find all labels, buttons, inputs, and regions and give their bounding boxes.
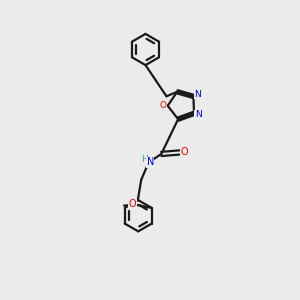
Text: N: N bbox=[195, 110, 202, 119]
Text: H: H bbox=[142, 155, 148, 164]
Text: N: N bbox=[194, 89, 201, 98]
Text: O: O bbox=[181, 147, 188, 158]
Text: N: N bbox=[146, 157, 154, 167]
Text: O: O bbox=[129, 199, 136, 209]
Text: O: O bbox=[159, 101, 167, 110]
